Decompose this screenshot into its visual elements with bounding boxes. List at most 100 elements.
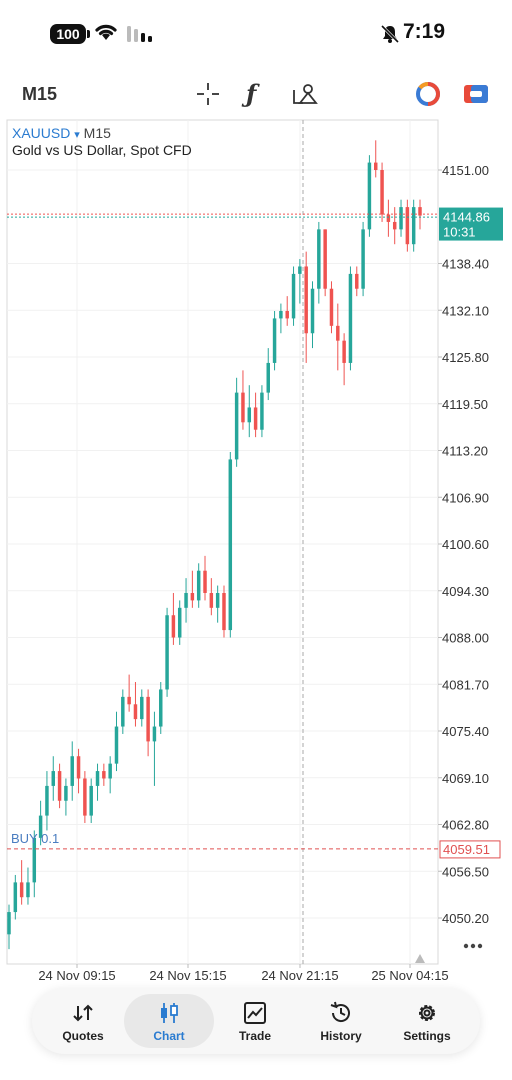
nav-label: Trade	[238, 1029, 271, 1043]
trade-icon	[244, 1002, 266, 1024]
y-tick-label: 4151.00	[442, 163, 489, 178]
signal-icon	[127, 26, 152, 42]
candle-body	[19, 882, 24, 898]
candle-body	[45, 785, 49, 816]
candle-body	[51, 771, 56, 786]
y-tick-label: 4094.30	[442, 584, 489, 599]
symbol-timeframe: M15	[83, 125, 111, 141]
y-tick-label: 4100.60	[442, 537, 489, 552]
candle-body	[247, 407, 252, 423]
objects-icon[interactable]	[291, 80, 319, 108]
nav-trade[interactable]: Trade	[210, 994, 300, 1048]
more-dots-icon	[463, 943, 469, 949]
account-icon[interactable]	[462, 80, 490, 108]
candle-body	[411, 207, 416, 245]
color-circle-icon[interactable]	[414, 80, 442, 108]
price-chart[interactable]: 4151.00 4138.40 4132.10 4125.80 4119.50 4113.…	[0, 118, 512, 988]
y-tick-label: 4125.80	[442, 350, 489, 365]
current-price-label: 4144.86	[443, 210, 490, 225]
y-tick-label: 4050.20	[442, 911, 489, 926]
y-tick-label: 4081.70	[442, 677, 489, 692]
candle-body	[405, 207, 410, 245]
nav-label: Chart	[153, 1029, 185, 1043]
bell-muted-icon	[380, 24, 400, 44]
candle-body	[298, 266, 302, 274]
more-dots-icon	[470, 943, 476, 949]
candle-body	[272, 318, 277, 363]
candle-body	[234, 392, 239, 460]
candle-body	[95, 771, 100, 786]
plot-frame	[6, 119, 439, 965]
y-tick-label: 4069.10	[442, 771, 489, 786]
candle-body	[177, 607, 182, 638]
crosshair-icon[interactable]	[194, 80, 222, 108]
candle-body	[260, 392, 264, 430]
nav-label: History	[320, 1029, 362, 1043]
nav-history[interactable]: History	[296, 994, 386, 1048]
candle-body	[203, 570, 207, 593]
candle-body	[102, 771, 106, 779]
chevron-down-icon: ▾	[74, 129, 80, 141]
indicators-icon[interactable]: ƒ	[246, 79, 257, 108]
countdown-label: 10:31	[443, 225, 476, 240]
candle-body	[171, 615, 176, 638]
candle-body	[329, 288, 334, 326]
candle-body	[146, 696, 150, 742]
bottom-nav: Quotes Chart Trade History Settings	[32, 988, 480, 1054]
candle-body	[418, 207, 422, 216]
position-price-badge	[439, 840, 501, 859]
history-icon	[330, 1001, 350, 1022]
x-tick-label: 24 Nov 15:15	[149, 968, 226, 983]
symbol-name: XAUUSD	[12, 125, 71, 141]
candle-body	[355, 273, 359, 289]
candle-body	[127, 696, 131, 705]
candle-body	[121, 696, 125, 727]
timeframe-button[interactable]: M15	[22, 84, 58, 104]
candle-body	[386, 214, 391, 222]
candle-body	[215, 592, 220, 608]
status-bar: 100 7:19	[0, 0, 512, 70]
current-price-badge	[439, 207, 503, 241]
more-dots-icon	[477, 943, 483, 949]
nav-chart[interactable]: Chart	[124, 994, 214, 1048]
settings-icon	[419, 1005, 435, 1021]
candle-body	[291, 273, 296, 319]
candle-body	[89, 785, 93, 816]
position-price-label: 4059.51	[443, 842, 490, 857]
candle-body	[26, 882, 30, 898]
candle-body	[304, 266, 308, 334]
candle-body	[184, 592, 188, 608]
battery-indicator: 100	[50, 24, 90, 44]
candle-body	[266, 362, 270, 393]
candle-body	[76, 756, 81, 779]
nav-label: Quotes	[62, 1029, 104, 1043]
nav-quotes[interactable]: Quotes	[38, 994, 128, 1048]
candle-body	[114, 726, 119, 764]
chart-toolbar: M15 ƒ	[0, 72, 512, 116]
candle-body	[152, 726, 157, 742]
candle-body	[285, 310, 289, 319]
y-tick-label: 4056.50	[442, 864, 489, 879]
candle-body	[336, 325, 340, 341]
candle-body	[196, 570, 201, 601]
candle-body	[222, 592, 226, 631]
y-tick-label: 4138.40	[442, 257, 489, 272]
symbol-label[interactable]: XAUUSD ▾ M15	[12, 125, 111, 141]
y-tick-label: 4075.40	[442, 724, 489, 739]
wifi-icon	[95, 24, 117, 40]
candle-body	[70, 756, 74, 786]
y-tick-label: 4088.00	[442, 631, 489, 646]
candle-body	[310, 288, 315, 334]
x-tick-label: 25 Nov 04:15	[371, 968, 448, 983]
position-label: BUY 0.1	[11, 831, 59, 846]
candle-body	[348, 273, 353, 363]
nav-settings[interactable]: Settings	[382, 994, 472, 1048]
candle-body	[83, 778, 87, 816]
candle-body	[32, 837, 37, 883]
candle-body	[380, 170, 384, 215]
candle-body	[64, 785, 68, 801]
candle-body	[190, 592, 195, 601]
candle-body	[13, 882, 18, 913]
clock: 7:19	[403, 20, 446, 43]
candle-body	[279, 310, 283, 319]
